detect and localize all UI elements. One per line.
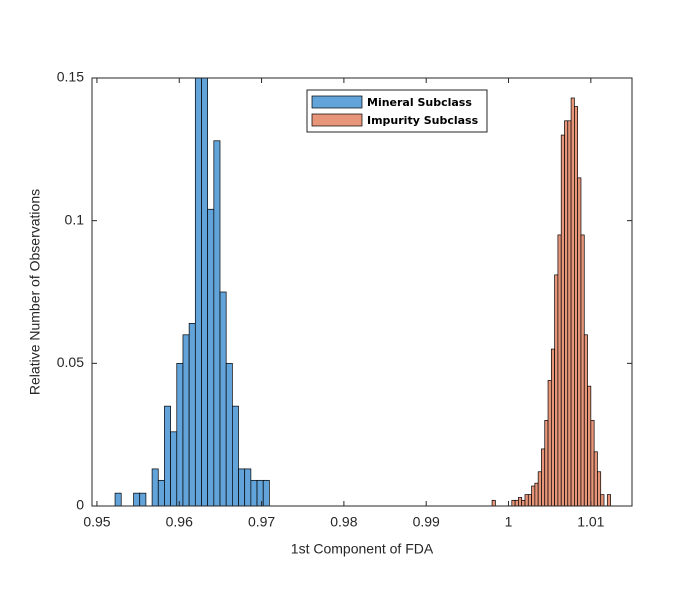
histogram-bar xyxy=(182,334,190,507)
histogram-bar xyxy=(550,348,555,507)
legend-swatch xyxy=(311,95,363,109)
histogram-bar xyxy=(139,492,147,507)
histogram-bar xyxy=(518,497,523,507)
x-tick-label: 1 xyxy=(505,514,513,530)
y-tick-label: 0.1 xyxy=(65,211,85,227)
histogram-bar xyxy=(554,274,559,507)
histogram-bar xyxy=(514,499,519,507)
histogram-bar xyxy=(557,234,562,507)
histogram-bar xyxy=(527,494,532,507)
x-tick-label: 0.97 xyxy=(248,514,275,530)
histogram-bar xyxy=(587,385,592,507)
histogram-bar xyxy=(534,482,539,507)
histogram-bar xyxy=(547,380,552,507)
histogram-bar xyxy=(541,448,546,507)
histogram-bar xyxy=(544,420,549,507)
histogram-bar xyxy=(524,494,529,507)
x-tick-label: 0.96 xyxy=(166,514,193,530)
histogram-bar xyxy=(606,494,611,507)
histogram-bar xyxy=(491,499,496,507)
histogram-bar xyxy=(583,334,588,507)
histogram-bar xyxy=(597,471,602,507)
legend-label: Mineral Subclass xyxy=(367,96,472,109)
histogram-bar xyxy=(580,234,585,507)
plot-frame xyxy=(91,77,633,507)
histogram-bar xyxy=(560,134,565,507)
x-tick-label: 1.01 xyxy=(577,514,604,530)
legend-label: Impurity Subclass xyxy=(367,114,479,127)
histogram-bar xyxy=(570,97,575,507)
histogram-bar xyxy=(577,177,582,507)
y-tick-label: 0 xyxy=(76,497,84,513)
histogram-bar xyxy=(531,485,536,507)
histogram-bar xyxy=(151,468,159,507)
histogram-bar xyxy=(170,431,178,507)
histogram-bar xyxy=(114,492,122,507)
x-tick-label: 0.99 xyxy=(413,514,440,530)
histogram-bar xyxy=(207,208,215,507)
histogram-bar xyxy=(201,77,209,507)
histogram-bar xyxy=(537,471,542,507)
histogram-bar xyxy=(133,492,141,507)
y-axis-label: Relative Number of Observations xyxy=(27,189,43,395)
histogram-bar xyxy=(157,479,165,507)
x-axis-label: 1st Component of FDA xyxy=(291,541,434,557)
histogram-bar xyxy=(250,479,258,507)
y-tick-label: 0.15 xyxy=(57,69,84,85)
y-tick-label: 0.05 xyxy=(57,354,84,370)
histogram-bar xyxy=(244,468,252,507)
x-tick-label: 0.98 xyxy=(330,514,357,530)
histogram-bar xyxy=(567,120,572,507)
histogram-bar xyxy=(194,77,202,507)
histogram-bar xyxy=(232,405,239,507)
x-tick-label: 0.95 xyxy=(83,514,110,530)
histogram-bar xyxy=(225,362,233,507)
histogram-bar xyxy=(238,468,246,507)
histogram-bar xyxy=(164,405,171,507)
histogram-bar xyxy=(564,120,569,507)
histogram-bar xyxy=(521,499,526,507)
histogram-bar xyxy=(262,479,270,507)
histogram-bar xyxy=(176,362,184,507)
histogram-bar xyxy=(256,479,264,507)
histogram-bar xyxy=(593,451,598,507)
histogram-bar xyxy=(219,291,227,507)
legend-swatch xyxy=(311,113,363,127)
histogram-bar xyxy=(600,494,605,507)
histogram-bar xyxy=(213,140,221,507)
histogram-bar xyxy=(590,420,595,507)
histogram-bar xyxy=(188,323,196,507)
histogram-bar xyxy=(511,499,516,507)
histogram-bar xyxy=(574,106,579,507)
